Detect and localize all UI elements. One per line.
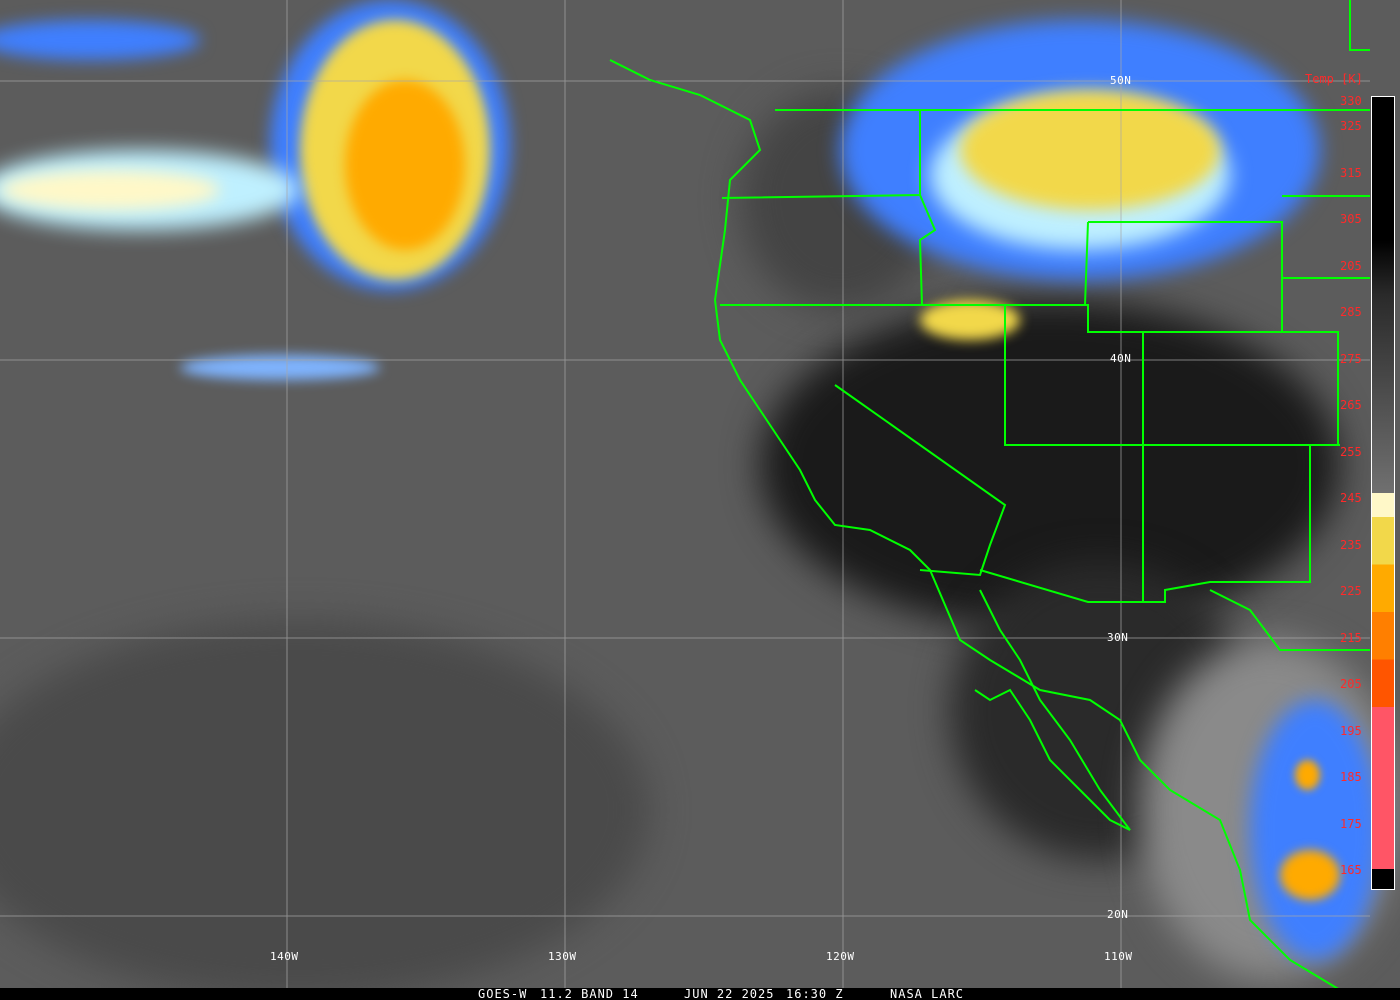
mainland-coast — [1209, 589, 1370, 651]
cloud-band — [0, 170, 220, 210]
colorbar-tick-label: 225 — [1340, 584, 1362, 598]
colorbar-tick-label: 255 — [1340, 444, 1362, 459]
state-border — [720, 304, 1339, 445]
state-border — [918, 194, 937, 306]
caption-satellite: GOES-W — [478, 987, 528, 1000]
graticule — [0, 0, 1370, 988]
ocean-cloud-field — [0, 620, 650, 1000]
lat-label: 20N — [1107, 908, 1129, 921]
colorbar-tick-label: 325 — [1340, 119, 1362, 133]
boundaries — [609, 0, 1370, 991]
idaho-cloud — [920, 300, 1020, 340]
colorbar-tick-label: 165 — [1340, 863, 1362, 877]
temperature-colorbar — [1371, 96, 1395, 890]
colorbar-tick-label: 265 — [1340, 398, 1362, 412]
state-border — [1143, 445, 1311, 603]
caption-band: 11.2 BAND 14 — [540, 987, 639, 1000]
baja-coast — [974, 589, 1131, 831]
state-border — [834, 384, 1007, 577]
lon-label: 120W — [826, 950, 855, 963]
colorbar-tick-label: 215 — [1340, 630, 1362, 645]
colorbar-title: Temp [K] — [1305, 72, 1363, 86]
state-border — [1084, 221, 1089, 306]
lon-label: 140W — [270, 950, 299, 963]
lat-label: 30N — [1107, 631, 1129, 644]
state-border — [1004, 305, 1340, 446]
caption-credit: NASA LARC — [890, 987, 965, 1000]
colorbar-tick-label: 205 — [1340, 677, 1362, 691]
lon-label: 110W — [1104, 950, 1133, 963]
mexico-convection-core — [1280, 850, 1340, 900]
colorbar-tick-label: 235 — [1340, 537, 1362, 552]
state-border — [1349, 0, 1370, 51]
cloud-streak — [180, 355, 380, 380]
colorbar-tick-label: 305 — [1340, 212, 1362, 226]
colorbar-tick-label: 185 — [1340, 770, 1362, 784]
lat-label: 50N — [1110, 74, 1132, 87]
colorbar-tick-label: 285 — [1340, 305, 1362, 319]
cloud-band — [0, 20, 200, 60]
coastline — [609, 59, 1341, 991]
storm-cloud-core — [345, 80, 465, 250]
colorbar-tick-label: 175 — [1340, 816, 1362, 831]
caption-date: JUN 22 2025 — [684, 987, 775, 1000]
colorbar-tick-label: 275 — [1340, 351, 1362, 366]
mexico-convection-blue — [1250, 700, 1380, 960]
mexico-convection-core — [1295, 760, 1320, 790]
colorbar-tick-label: 195 — [1340, 723, 1362, 738]
state-border — [1088, 221, 1283, 332]
colorbar-tick-label: 315 — [1340, 165, 1362, 180]
lon-label: 130W — [548, 950, 577, 963]
colorbar-tick-label: 330 — [1340, 94, 1362, 108]
caption-time: 16:30 Z — [786, 987, 844, 1000]
colorbar-tick-label: 205 — [1340, 258, 1362, 273]
caption-bar: GOES-W 11.2 BAND 14 JUN 22 2025 16:30 Z … — [0, 987, 1400, 1000]
state-border — [979, 332, 1144, 603]
lat-label: 40N — [1110, 352, 1132, 365]
colorbar-tick-label: 245 — [1340, 491, 1362, 505]
